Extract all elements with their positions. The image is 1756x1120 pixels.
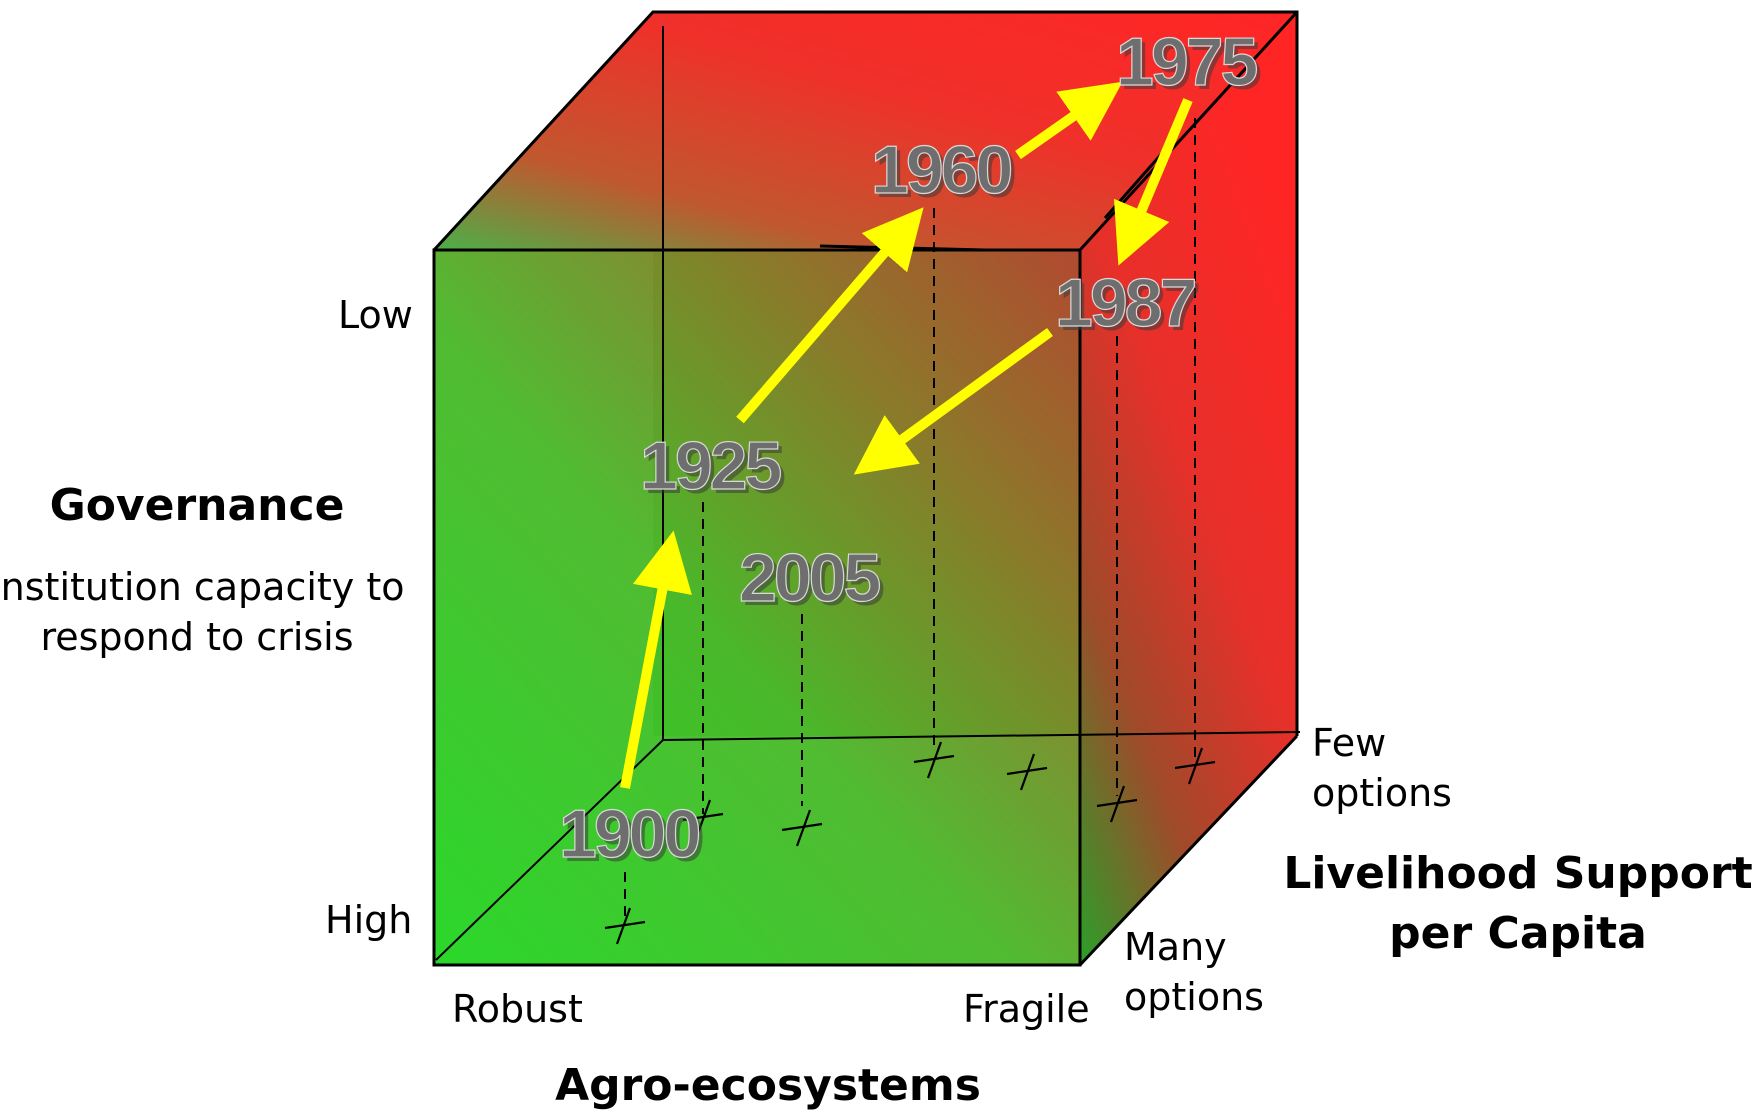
livelihood-many-line1: Many: [1124, 925, 1227, 969]
year-label-1925: 1925: [640, 428, 780, 504]
cube-top-face: [434, 12, 1297, 250]
year-label-1960: 1960: [871, 132, 1011, 208]
svg-text:1960: 1960: [875, 136, 1015, 212]
svg-text:1987: 1987: [1059, 269, 1198, 345]
livelihood-many-line2: options: [1124, 975, 1264, 1019]
tick-mark-2005: [781, 809, 823, 847]
year-label-1987: 1987: [1055, 265, 1194, 341]
arrow-1975-to-1987: [1113, 98, 1193, 266]
year-label-1975: 1975: [1116, 24, 1256, 100]
tick-mark-1960: [913, 741, 955, 779]
governance-subtitle-line2: respond to crisis: [40, 615, 353, 659]
tick-mark-1900: [604, 907, 646, 945]
governance-subtitle-line1: Institution capacity to: [0, 565, 405, 609]
tick-mark-1925: [682, 799, 724, 837]
agro-robust-label: Robust: [452, 987, 583, 1031]
governance-title: Governance: [50, 480, 345, 531]
agro-fragile-label: Fragile: [963, 987, 1090, 1031]
arrow-1925-to-1960: [736, 207, 924, 424]
governance-high-label: High: [325, 898, 412, 942]
arrow-1900-to-1925: [620, 530, 692, 789]
arrow-1960-to-1975: [1015, 81, 1123, 160]
svg-text:1925: 1925: [644, 432, 784, 508]
livelihood-few-line2: options: [1312, 771, 1452, 815]
trajectory-arrows: [620, 81, 1193, 789]
agro-title: Agro-ecosystems: [555, 1060, 981, 1111]
drop-lines: [624, 118, 1196, 922]
svg-text:1900: 1900: [563, 800, 703, 876]
year-label-2005: 2005: [739, 540, 879, 616]
livelihood-title-line1: Livelihood Support: [1283, 848, 1752, 899]
governance-low-label: Low: [338, 293, 413, 337]
tick-marks: [604, 741, 1216, 945]
year-labels: 1900 1900 1925 1925 2005 2005 1960 1960 …: [558, 23, 1263, 876]
svg-text:2005: 2005: [743, 544, 883, 620]
tick-mark-extra: [1006, 753, 1048, 791]
arrow-1987-to-2005: [853, 327, 1053, 475]
tick-mark-1975: [1174, 747, 1216, 785]
tick-mark-1987: [1096, 785, 1138, 823]
depth-axis-line: [662, 731, 1301, 741]
year-label-1900: 1900: [559, 796, 699, 872]
livelihood-few-line1: Few: [1312, 721, 1386, 765]
livelihood-title-line2: per Capita: [1389, 908, 1647, 959]
svg-text:1975: 1975: [1120, 28, 1260, 104]
